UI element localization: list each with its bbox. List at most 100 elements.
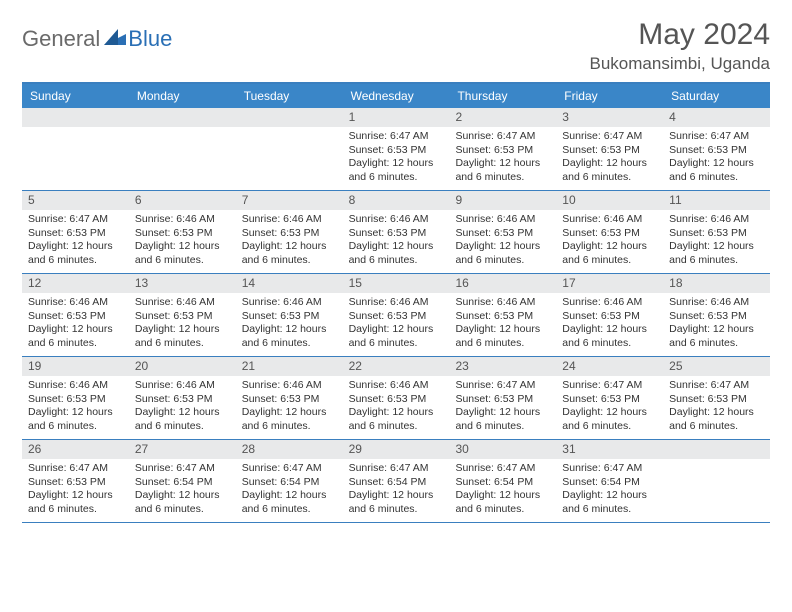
day-cell: 1Sunrise: 6:47 AMSunset: 6:53 PMDaylight… [343,108,450,190]
day-body: Sunrise: 6:46 AMSunset: 6:53 PMDaylight:… [556,293,663,355]
day-cell: 7Sunrise: 6:46 AMSunset: 6:53 PMDaylight… [236,191,343,273]
day-header: Thursday [449,84,556,108]
day-info-line: Daylight: 12 hours [349,323,444,336]
day-info-line: Sunset: 6:53 PM [669,393,764,406]
day-number: 11 [663,191,770,210]
location-label: Bukomansimbi, Uganda [590,54,770,74]
day-body: Sunrise: 6:46 AMSunset: 6:53 PMDaylight:… [129,376,236,438]
day-info-line: Sunrise: 6:46 AM [562,213,657,226]
day-body: Sunrise: 6:46 AMSunset: 6:53 PMDaylight:… [129,293,236,355]
day-info-line: Sunset: 6:53 PM [28,393,123,406]
day-number: 4 [663,108,770,127]
day-cell: 29Sunrise: 6:47 AMSunset: 6:54 PMDayligh… [343,440,450,522]
day-info-line: and 6 minutes. [669,420,764,433]
day-info-line: Daylight: 12 hours [669,240,764,253]
day-body: Sunrise: 6:46 AMSunset: 6:53 PMDaylight:… [343,293,450,355]
day-info-line: Daylight: 12 hours [562,489,657,502]
day-info-line: Sunrise: 6:46 AM [455,213,550,226]
day-info-line: Sunset: 6:54 PM [349,476,444,489]
day-info-line: and 6 minutes. [455,420,550,433]
day-info-line: Daylight: 12 hours [455,406,550,419]
day-body: Sunrise: 6:46 AMSunset: 6:53 PMDaylight:… [343,210,450,272]
day-info-line: Sunrise: 6:46 AM [669,213,764,226]
day-info-line: Sunrise: 6:46 AM [135,296,230,309]
day-info-line: Sunset: 6:53 PM [135,310,230,323]
day-info-line: Sunset: 6:54 PM [242,476,337,489]
day-info-line: Sunrise: 6:47 AM [28,462,123,475]
day-info-line: and 6 minutes. [455,254,550,267]
day-info-line: Sunset: 6:53 PM [669,310,764,323]
day-info-line: Sunrise: 6:46 AM [455,296,550,309]
day-cell [663,440,770,522]
day-info-line: Daylight: 12 hours [562,240,657,253]
day-body: Sunrise: 6:46 AMSunset: 6:53 PMDaylight:… [663,210,770,272]
day-info-line: Daylight: 12 hours [242,406,337,419]
day-info-line: Sunset: 6:53 PM [242,310,337,323]
day-number: 17 [556,274,663,293]
day-info-line: Daylight: 12 hours [28,489,123,502]
day-cell: 30Sunrise: 6:47 AMSunset: 6:54 PMDayligh… [449,440,556,522]
day-cell: 12Sunrise: 6:46 AMSunset: 6:53 PMDayligh… [22,274,129,356]
day-info-line: Sunset: 6:53 PM [28,227,123,240]
day-cell: 25Sunrise: 6:47 AMSunset: 6:53 PMDayligh… [663,357,770,439]
day-info-line: and 6 minutes. [669,254,764,267]
day-cell: 27Sunrise: 6:47 AMSunset: 6:54 PMDayligh… [129,440,236,522]
week-row: 26Sunrise: 6:47 AMSunset: 6:53 PMDayligh… [22,440,770,523]
day-info-line: Sunset: 6:53 PM [135,393,230,406]
day-cell: 5Sunrise: 6:47 AMSunset: 6:53 PMDaylight… [22,191,129,273]
day-number: 26 [22,440,129,459]
day-info-line: Daylight: 12 hours [135,240,230,253]
logo-text-general: General [22,26,100,52]
day-cell [129,108,236,190]
day-number: 12 [22,274,129,293]
day-info-line: Sunset: 6:53 PM [562,144,657,157]
day-info-line: Sunrise: 6:47 AM [562,130,657,143]
day-info-line: Daylight: 12 hours [349,240,444,253]
day-info-line: Sunrise: 6:46 AM [28,296,123,309]
week-row: 5Sunrise: 6:47 AMSunset: 6:53 PMDaylight… [22,191,770,274]
day-info-line: Daylight: 12 hours [669,157,764,170]
day-info-line: and 6 minutes. [242,337,337,350]
day-info-line: Sunrise: 6:47 AM [455,379,550,392]
day-cell: 3Sunrise: 6:47 AMSunset: 6:53 PMDaylight… [556,108,663,190]
day-cell: 8Sunrise: 6:46 AMSunset: 6:53 PMDaylight… [343,191,450,273]
day-info-line: Daylight: 12 hours [28,323,123,336]
day-number: 18 [663,274,770,293]
day-number: 9 [449,191,556,210]
day-info-line: and 6 minutes. [242,420,337,433]
day-body: Sunrise: 6:46 AMSunset: 6:53 PMDaylight:… [236,210,343,272]
day-cell: 13Sunrise: 6:46 AMSunset: 6:53 PMDayligh… [129,274,236,356]
day-info-line: Sunrise: 6:47 AM [242,462,337,475]
day-header: Saturday [663,84,770,108]
day-info-line: Daylight: 12 hours [562,323,657,336]
day-cell: 10Sunrise: 6:46 AMSunset: 6:53 PMDayligh… [556,191,663,273]
day-info-line: Sunset: 6:53 PM [669,227,764,240]
day-info-line: and 6 minutes. [135,254,230,267]
day-info-line: Daylight: 12 hours [669,323,764,336]
day-info-line: Sunrise: 6:46 AM [242,296,337,309]
day-info-line: and 6 minutes. [135,337,230,350]
day-number: 13 [129,274,236,293]
logo-text-blue: Blue [128,26,172,52]
day-info-line: Sunset: 6:53 PM [135,227,230,240]
day-info-line: Daylight: 12 hours [242,323,337,336]
day-body: Sunrise: 6:47 AMSunset: 6:54 PMDaylight:… [343,459,450,521]
day-info-line: Daylight: 12 hours [135,406,230,419]
day-body: Sunrise: 6:46 AMSunset: 6:53 PMDaylight:… [129,210,236,272]
day-cell: 18Sunrise: 6:46 AMSunset: 6:53 PMDayligh… [663,274,770,356]
day-number [22,108,129,127]
day-info-line: Sunset: 6:53 PM [562,227,657,240]
day-info-line: Sunrise: 6:47 AM [349,130,444,143]
day-info-line: Sunrise: 6:47 AM [135,462,230,475]
day-info-line: Sunrise: 6:47 AM [455,462,550,475]
day-cell: 23Sunrise: 6:47 AMSunset: 6:53 PMDayligh… [449,357,556,439]
day-number [129,108,236,127]
day-cell [236,108,343,190]
day-number: 6 [129,191,236,210]
day-number: 31 [556,440,663,459]
day-body: Sunrise: 6:47 AMSunset: 6:53 PMDaylight:… [343,127,450,189]
day-header: Sunday [22,84,129,108]
day-info-line: Sunset: 6:53 PM [242,393,337,406]
day-info-line: Sunset: 6:53 PM [349,310,444,323]
day-body: Sunrise: 6:47 AMSunset: 6:53 PMDaylight:… [449,127,556,189]
